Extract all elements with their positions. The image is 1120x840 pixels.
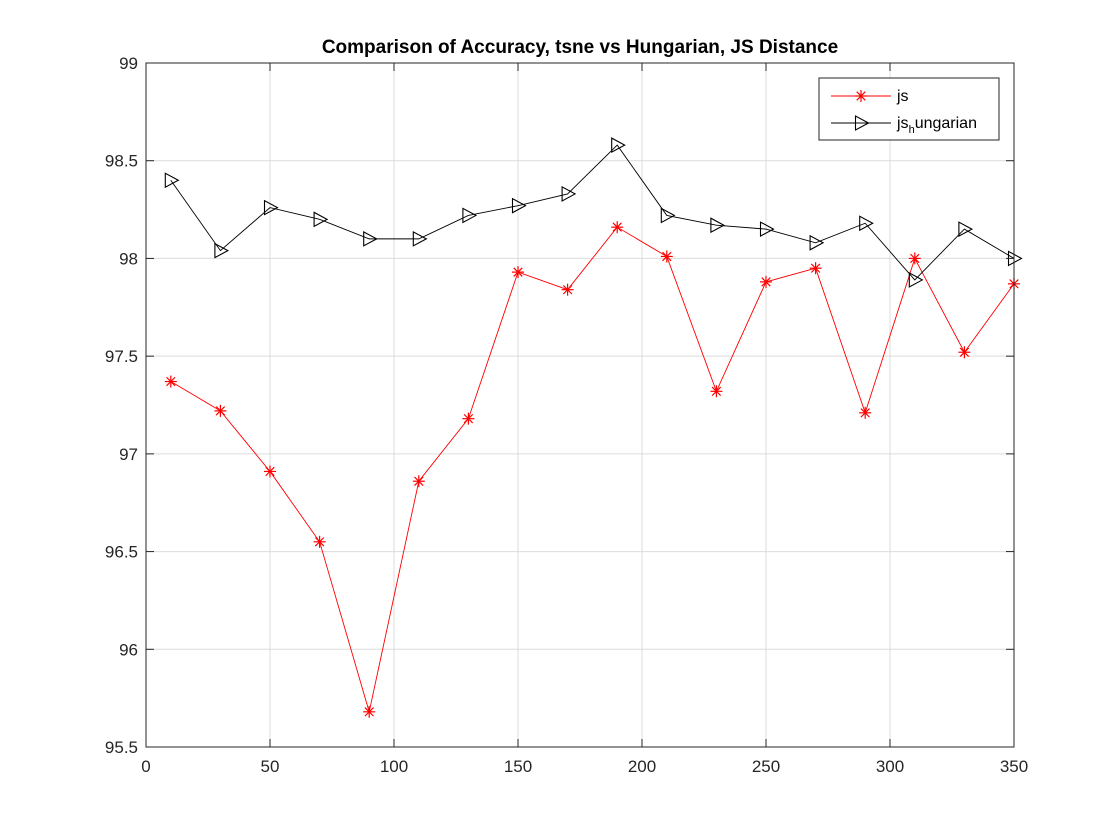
plot-area	[146, 63, 1014, 747]
data-point	[263, 199, 279, 216]
data-point	[710, 217, 726, 234]
data-point	[412, 230, 428, 247]
data-point	[958, 221, 974, 238]
series-line	[170, 144, 1015, 281]
y-tick-label: 97.5	[105, 347, 138, 366]
legend-entry: js	[831, 88, 909, 105]
y-tick-label: 98	[119, 249, 138, 268]
x-tick-label: 300	[876, 757, 904, 776]
data-point	[859, 215, 874, 232]
y-tick-label: 99	[119, 54, 138, 73]
series-js-hungarian	[164, 137, 1023, 288]
data-point	[313, 535, 326, 548]
data-point	[854, 115, 870, 131]
grid-lines	[146, 63, 1014, 747]
data-point	[855, 90, 867, 102]
chart-title: Comparison of Accuracy, tsne vs Hungaria…	[322, 37, 838, 58]
data-point	[759, 221, 775, 238]
legend-entry: jshungarian	[831, 115, 977, 136]
legend-box	[818, 77, 1000, 141]
data-point	[313, 211, 329, 228]
data-point	[908, 252, 921, 265]
data-point	[462, 207, 478, 224]
data-point	[164, 375, 177, 388]
series-group	[164, 137, 1023, 718]
x-tick-label: 50	[261, 757, 280, 776]
data-point	[908, 272, 924, 288]
plot-frame	[145, 62, 1015, 748]
x-tick-label: 150	[504, 757, 532, 776]
data-point	[809, 234, 825, 251]
y-tick-label: 96.5	[105, 543, 138, 562]
data-point	[859, 406, 872, 419]
x-tick-label: 100	[380, 757, 408, 776]
data-point	[611, 221, 624, 234]
y-tick-label: 97	[119, 445, 138, 464]
x-tick-label: 200	[628, 757, 656, 776]
data-point	[214, 404, 227, 417]
axis-ticks: 0 50 100 150 200 250 300 350 95.5 96 96.5 97 97.5 98 9…	[105, 54, 1028, 776]
data-point	[660, 207, 676, 224]
data-point	[809, 262, 822, 275]
data-point	[561, 283, 574, 296]
x-tick-label: 350	[1000, 757, 1028, 776]
data-point	[760, 275, 772, 288]
data-point	[511, 197, 527, 214]
data-point	[412, 475, 425, 488]
legend-label: jshungarian	[896, 115, 977, 136]
data-point	[264, 465, 276, 478]
x-tick-label: 250	[752, 757, 780, 776]
y-tick-label: 98.5	[105, 152, 138, 171]
y-tick-label: 96	[119, 640, 138, 659]
series-js	[164, 221, 1020, 718]
data-point	[958, 346, 971, 359]
data-point	[611, 137, 626, 154]
data-point	[512, 266, 524, 279]
data-point	[363, 705, 376, 718]
data-point	[363, 230, 378, 247]
legend-label: js	[896, 88, 909, 105]
data-point	[561, 186, 577, 202]
data-point	[660, 250, 673, 263]
data-point	[462, 412, 475, 425]
data-point	[214, 242, 230, 259]
legend: js jshungarian	[818, 77, 1000, 141]
x-tick-label: 0	[141, 757, 150, 776]
y-tick-label: 95.5	[105, 738, 138, 757]
data-point	[710, 385, 723, 398]
series-line	[170, 226, 1015, 712]
data-point	[164, 172, 180, 189]
